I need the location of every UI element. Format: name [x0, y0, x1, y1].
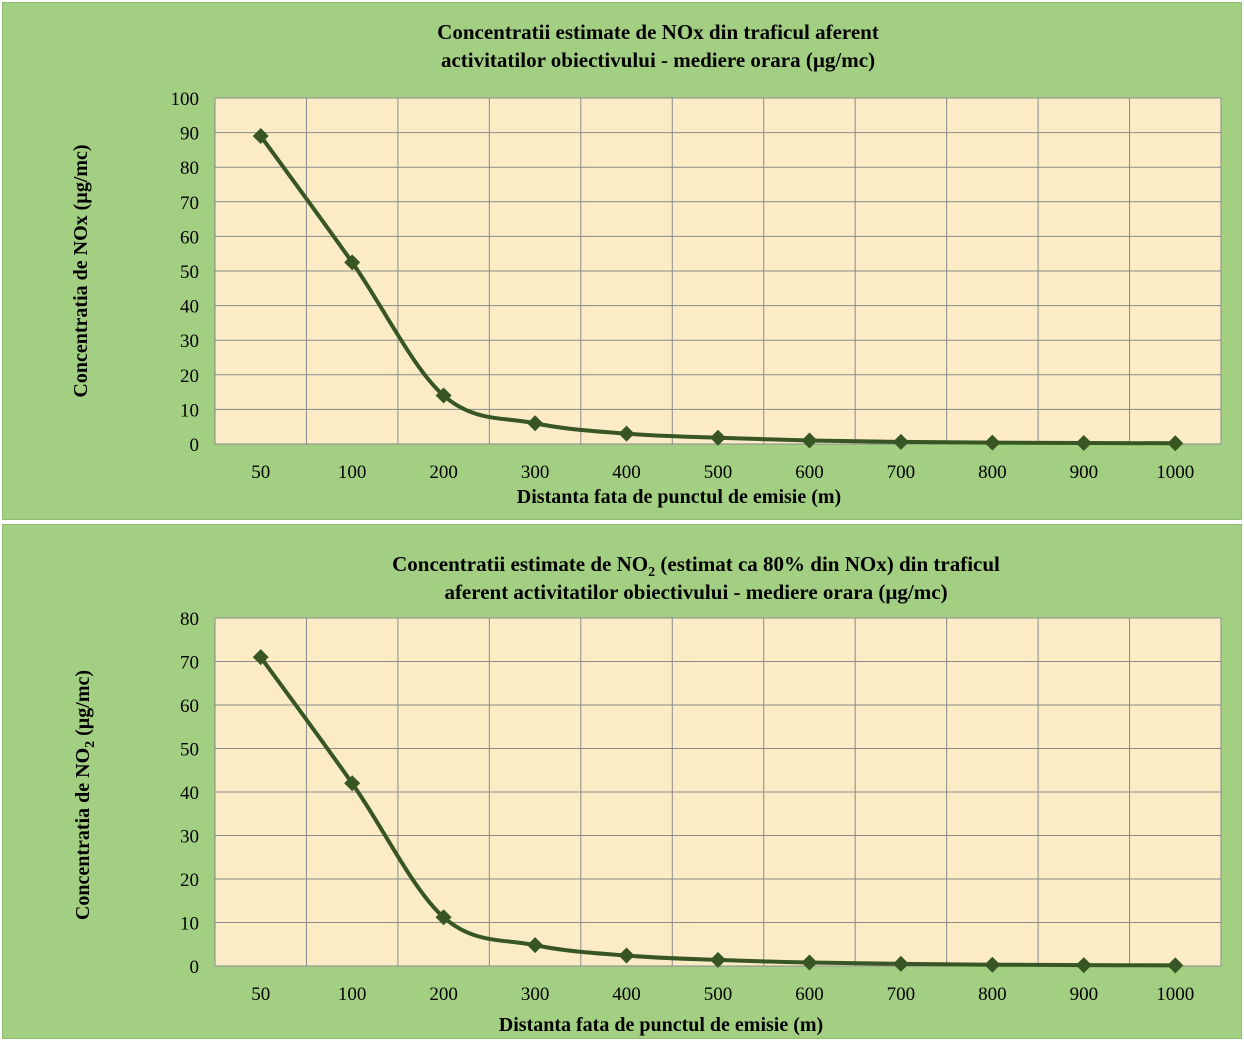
data-point-marker: [344, 775, 361, 792]
data-point-marker: [618, 947, 635, 964]
data-points: [252, 649, 1184, 974]
chart-title-line1: Concentratii estimate de NOx din traficu…: [437, 20, 879, 44]
data-point-marker: [801, 954, 818, 971]
grid-lines: [215, 618, 1221, 966]
x-tick-label: 400: [612, 462, 641, 483]
chart-panel-nox: Concentratii estimate de NOx din traficu…: [2, 2, 1242, 520]
x-tick-label: 600: [795, 984, 824, 1005]
x-tick-label: 1000: [1156, 984, 1194, 1005]
data-point-marker: [527, 415, 544, 432]
y-tick-label: 10: [180, 400, 199, 421]
data-point-marker: [892, 433, 909, 450]
x-tick-labels: 50 100 200 300 400 500 600 700 800 900 1000: [251, 984, 1194, 1005]
y-tick-labels: 0 10 20 30 40 50 60 70 80: [180, 609, 199, 978]
data-point-marker: [1167, 435, 1184, 452]
data-point-marker: [1167, 957, 1184, 974]
x-tick-label: 100: [338, 984, 367, 1005]
x-tick-label: 800: [978, 984, 1007, 1005]
data-point-marker: [984, 434, 1001, 451]
x-tick-label: 100: [338, 462, 367, 483]
data-point-marker: [435, 387, 452, 404]
x-tick-label: 500: [704, 462, 733, 483]
y-tick-label: 10: [180, 914, 199, 935]
series-line: [259, 655, 1176, 968]
series-line: [259, 134, 1176, 446]
data-point-marker: [801, 432, 818, 449]
x-tick-label: 50: [251, 462, 270, 483]
data-point-marker: [710, 951, 726, 968]
y-tick-label: 60: [180, 696, 199, 717]
x-tick-label: 1000: [1156, 462, 1194, 483]
data-point-marker: [892, 955, 909, 972]
grid-lines: [215, 98, 1221, 444]
x-axis-title: Distanta fata de punctul de emisie (m): [499, 1014, 823, 1036]
y-tick-label: 70: [180, 193, 199, 214]
chart-nox: Concentratii estimate de NOx din traficu…: [70, 20, 1222, 508]
x-tick-label: 400: [612, 984, 641, 1005]
x-tick-label: 900: [1070, 462, 1099, 483]
x-tick-label: 600: [795, 462, 824, 483]
x-tick-label: 200: [429, 984, 458, 1005]
x-tick-label: 200: [429, 462, 458, 483]
x-tick-labels: 50 100 200 300 400 500 600 700 800 900 1000: [251, 462, 1194, 483]
chart-title-line1: Concentratii estimate de NO2 (estimat ca…: [392, 552, 1000, 580]
x-tick-label: 50: [251, 984, 270, 1005]
y-tick-label: 30: [180, 827, 199, 848]
chart-panel-no2: Concentratii estimate de NO2 (estimat ca…: [2, 524, 1242, 1039]
x-tick-label: 700: [887, 462, 916, 483]
y-tick-label: 50: [180, 740, 199, 761]
data-point-marker: [618, 425, 635, 442]
y-tick-label: 70: [180, 653, 199, 674]
data-point-marker: [984, 956, 1001, 973]
y-tick-label: 80: [180, 158, 199, 179]
x-tick-label: 300: [521, 984, 550, 1005]
y-tick-label: 30: [180, 331, 199, 352]
x-tick-label: 300: [521, 462, 550, 483]
x-tick-label: 700: [887, 984, 916, 1005]
y-tick-label: 80: [180, 609, 199, 630]
y-tick-label: 40: [180, 297, 199, 318]
chart-title-line2: aferent activitatilor obiectivului - med…: [444, 580, 947, 604]
y-tick-label: 0: [190, 435, 200, 456]
data-point-marker: [1075, 957, 1092, 974]
y-tick-label: 20: [180, 870, 199, 891]
data-point-marker: [252, 649, 269, 666]
data-point-marker: [527, 937, 544, 954]
x-tick-label: 900: [1070, 984, 1099, 1005]
y-tick-label: 100: [171, 89, 200, 110]
data-point-marker: [344, 254, 361, 271]
y-tick-label: 50: [180, 262, 199, 283]
data-point-marker: [710, 429, 726, 446]
y-axis-title: Concentratia de NOx (µg/mc): [70, 144, 92, 397]
x-tick-label: 800: [978, 462, 1007, 483]
chart-title-line2: activitatilor obiectivului - mediere ora…: [441, 48, 875, 72]
y-axis-title: Concentratia de NO2 (µg/mc): [72, 670, 98, 920]
y-tick-label: 20: [180, 366, 199, 387]
data-point-marker: [1075, 434, 1092, 451]
chart-no2: Concentratii estimate de NO2 (estimat ca…: [72, 552, 1222, 1036]
y-tick-label: 0: [190, 957, 200, 978]
y-tick-labels: 0 10 20 30 40 50 60 70 80 90 100: [171, 89, 200, 456]
y-tick-label: 90: [180, 124, 199, 145]
data-point-marker: [435, 909, 452, 926]
y-tick-label: 60: [180, 227, 199, 248]
x-tick-label: 500: [704, 984, 733, 1005]
x-axis-title: Distanta fata de punctul de emisie (m): [517, 486, 841, 508]
data-points: [252, 128, 1184, 452]
y-tick-label: 40: [180, 783, 199, 804]
